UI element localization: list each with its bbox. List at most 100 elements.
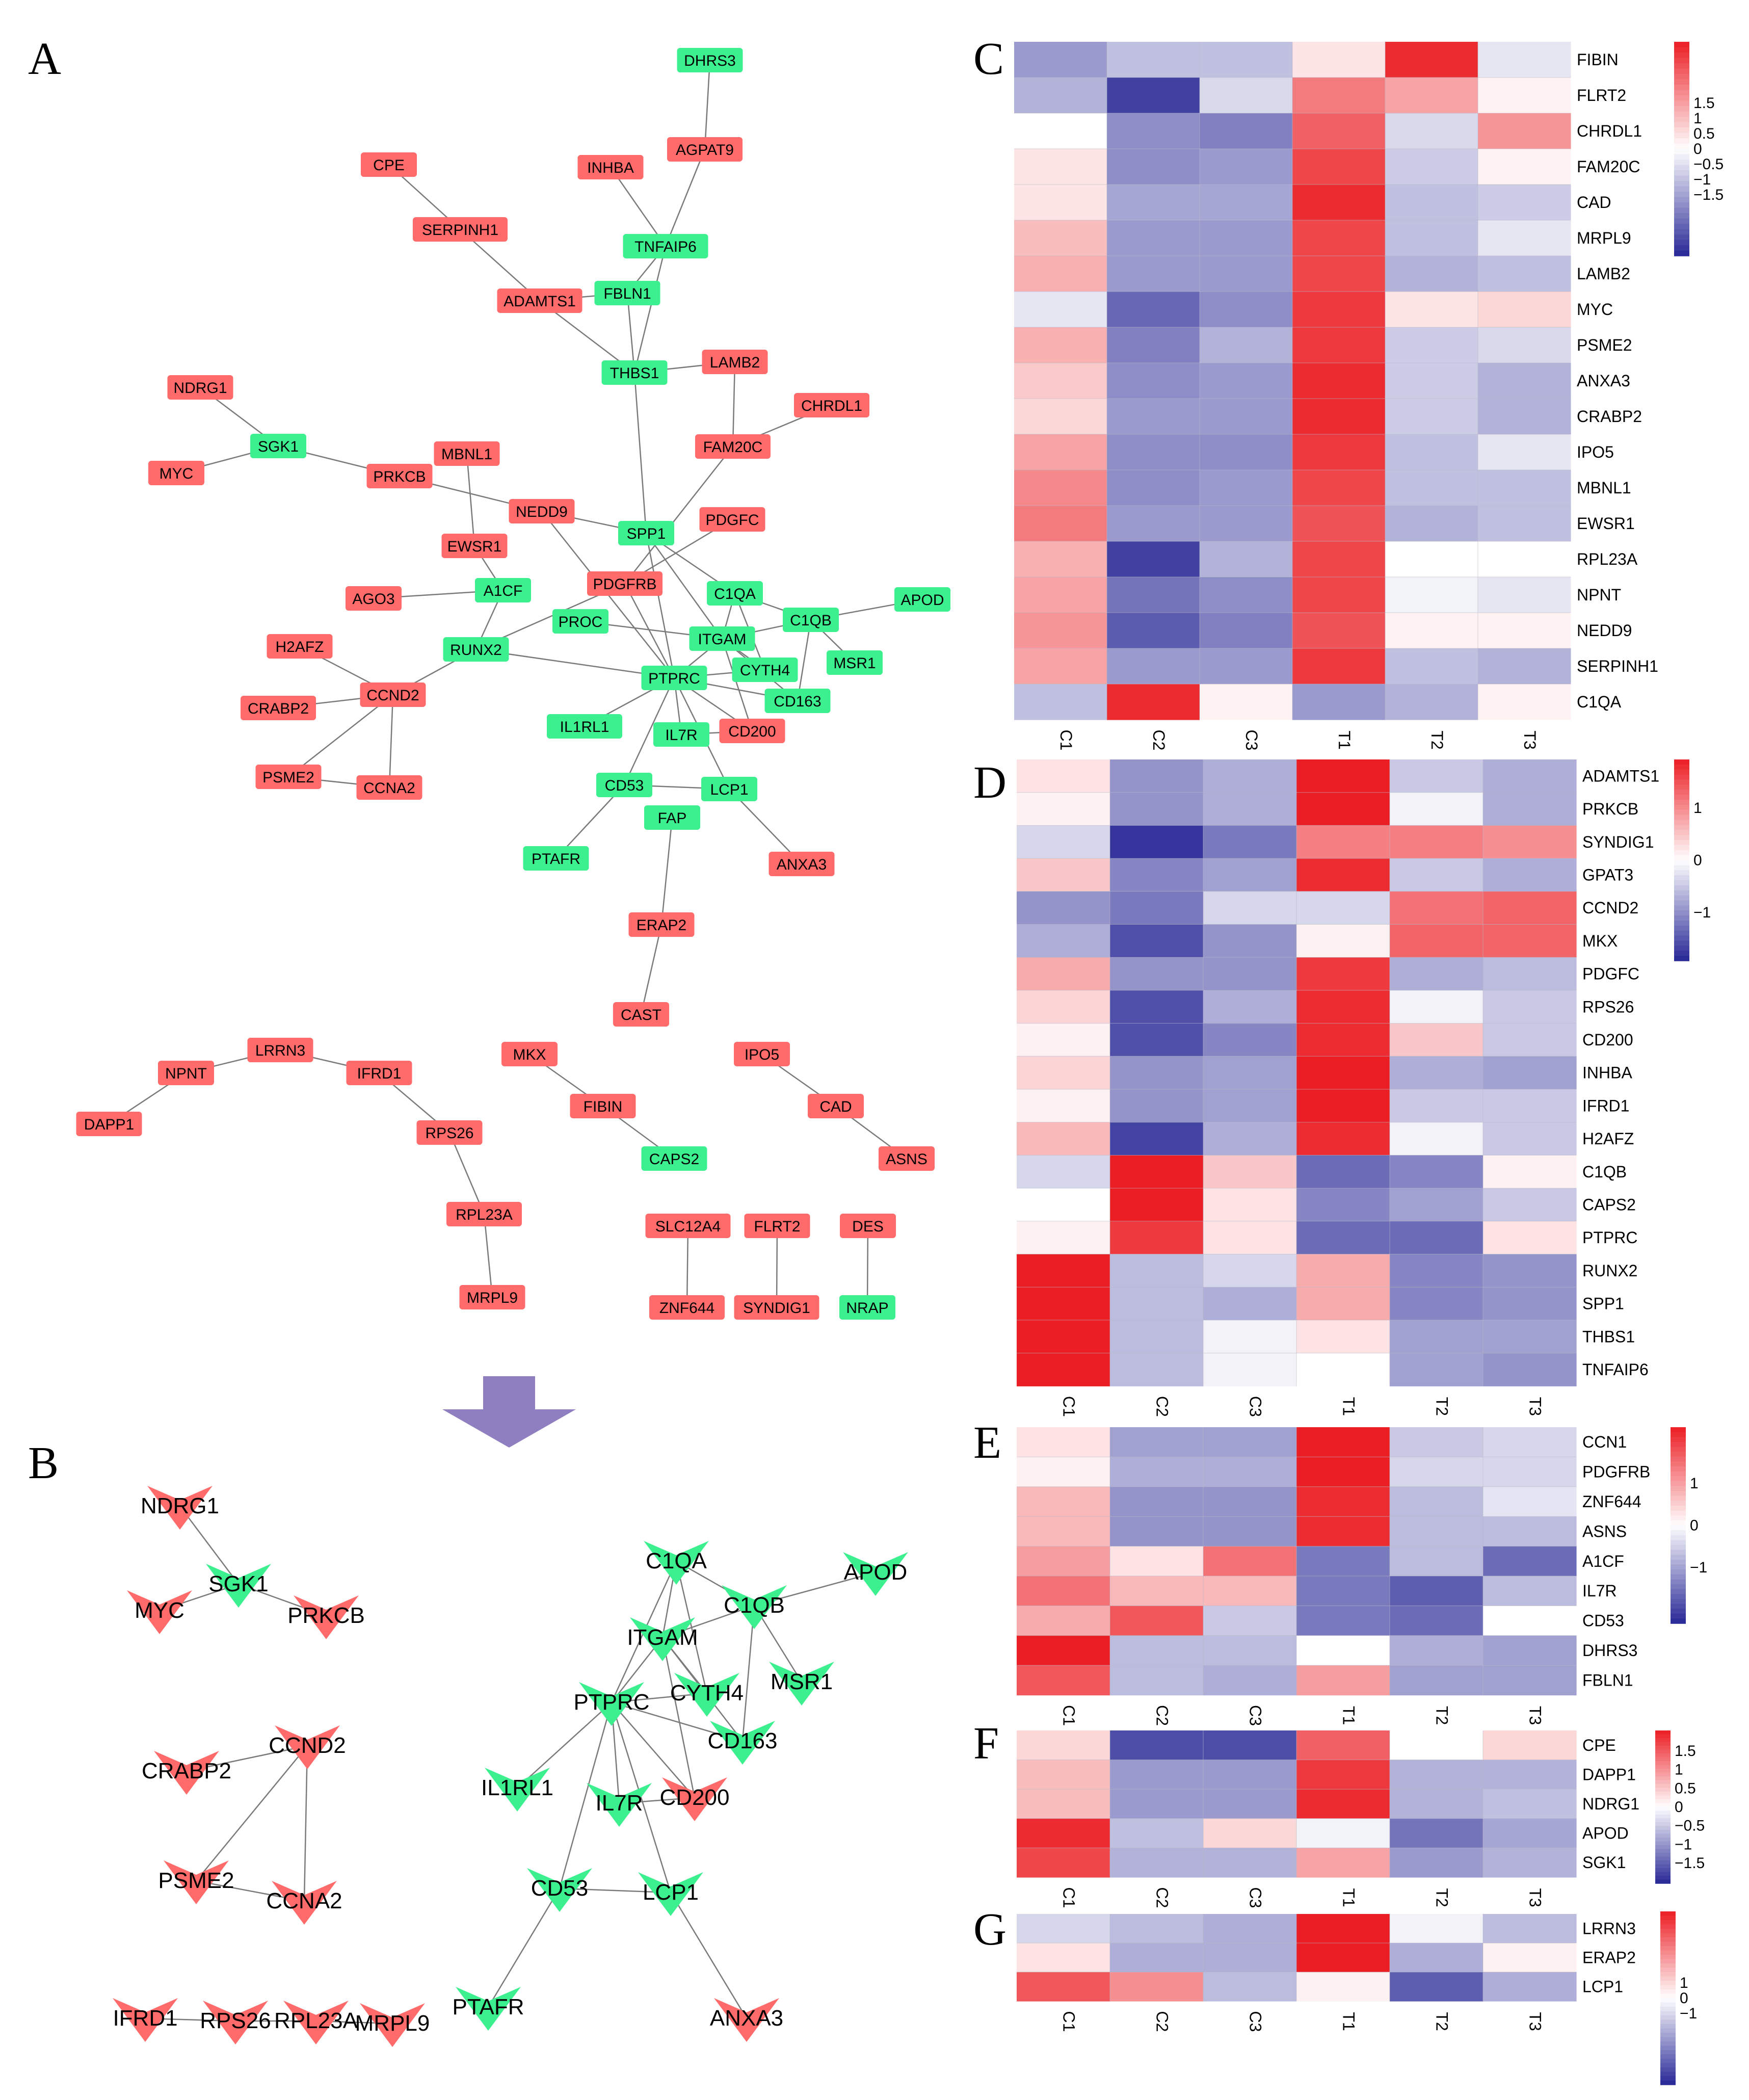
node-a-box-h2afz <box>267 634 333 659</box>
panel-label-b: B <box>28 1438 59 1488</box>
row-label-f-apod: APOD <box>1582 1824 1629 1843</box>
col-label-g-t1: T1 <box>1340 2012 1358 2031</box>
heat-cell-d-cd200-c2 <box>1110 1023 1204 1057</box>
node-a-pdgfrb: PDGFRB <box>587 571 662 596</box>
heat-cell-f-cpe-t3 <box>1483 1730 1577 1761</box>
edge-b-ccnd2-psme2 <box>196 1745 308 1881</box>
heat-cell-c-crabp2-t1 <box>1292 399 1386 435</box>
node-a-box-dhrs3 <box>677 48 743 72</box>
node-a-box-tnfaip6 <box>623 234 708 258</box>
legend-bar-step-d <box>1674 885 1689 891</box>
legend-tick-c: 1 <box>1693 110 1702 127</box>
heat-cell-c-nedd9-t3 <box>1478 613 1571 649</box>
node-a-box-serpinh1 <box>413 217 508 242</box>
heat-cell-d-tnfaip6-c2 <box>1110 1353 1204 1386</box>
node-a-box-prkcb <box>366 464 433 488</box>
node-b-ptafr: PTAFR <box>453 1987 524 2031</box>
heat-cell-e-asns-t2 <box>1390 1516 1483 1547</box>
node-a-box-fap <box>644 805 700 830</box>
legend-bar-step-f <box>1655 1876 1671 1880</box>
node-a-label-cad: CAD <box>819 1098 852 1115</box>
node-b-lcp1: LCP1 <box>638 1872 703 1916</box>
heat-cell-d-ccnd2-t1 <box>1296 891 1390 925</box>
node-a-box-cpe <box>361 152 417 177</box>
node-a-label-mbnl1: MBNL1 <box>441 446 492 463</box>
heat-cell-e-znf644-c2 <box>1110 1486 1204 1517</box>
node-a-ifrd1: IFRD1 <box>346 1061 412 1085</box>
node-b-shape-myc <box>127 1590 192 1634</box>
heatmap-layer: FIBIN FLRT2 CHRDL1 FAM20C CAD MRPL9 LAMB2 MYC PS… <box>1014 42 1724 2085</box>
node-b-label-sgk1: SGK1 <box>208 1571 268 1596</box>
edge-a-c1qb-cd163 <box>797 619 812 701</box>
legend-bar-step-c <box>1674 42 1689 48</box>
heat-cell-c-myc-c3 <box>1200 292 1293 328</box>
edge-b-ndrg1-sgk1 <box>179 1506 239 1585</box>
heat-cell-d-rps26-t3 <box>1483 990 1577 1024</box>
node-a-msr1: MSR1 <box>827 650 883 675</box>
edge-b-c1qb-cd163 <box>741 1605 755 1742</box>
heat-cell-e-znf644-t3 <box>1483 1486 1577 1517</box>
node-b-label-cyth4: CYTH4 <box>670 1681 744 1705</box>
node-a-label-lrrn3: LRRN3 <box>255 1042 305 1059</box>
heat-cell-c-npnt-t2 <box>1385 577 1478 613</box>
heat-cell-f-cpe-t1 <box>1296 1730 1390 1761</box>
node-b-mrpl9: MRPL9 <box>355 2003 430 2047</box>
legend-bar-step-e <box>1671 1555 1686 1560</box>
node-a-dapp1: DAPP1 <box>76 1112 142 1136</box>
node-a-box-inhba <box>577 155 644 179</box>
node-a-prkcb: PRKCB <box>366 464 433 488</box>
legend-tick-e: 0 <box>1690 1517 1699 1534</box>
heat-cell-c-mbnl1-t3 <box>1478 470 1571 506</box>
node-a-box-myc <box>148 461 204 485</box>
col-label-e-t1: T1 <box>1340 1706 1358 1725</box>
heat-cell-d-ccnd2-c3 <box>1203 891 1297 925</box>
node-a-caps2: CAPS2 <box>641 1146 707 1171</box>
heat-cell-c-nedd9-c3 <box>1200 613 1293 649</box>
heat-cell-d-inhba-c3 <box>1203 1056 1297 1090</box>
node-a-label-mkx: MKX <box>513 1046 546 1063</box>
heat-cell-g-lcp1-t3 <box>1483 1972 1577 2002</box>
heat-cell-c-nedd9-t2 <box>1385 613 1478 649</box>
legend-bar-step-c <box>1674 240 1689 246</box>
heat-cell-e-il7r-c2 <box>1110 1576 1204 1606</box>
heat-cell-e-fbln1-c3 <box>1203 1665 1297 1696</box>
heat-cell-g-erap2-c3 <box>1203 1943 1297 1973</box>
col-label-f-t1: T1 <box>1340 1888 1358 1907</box>
node-b-label-myc: MYC <box>135 1598 184 1623</box>
heat-cell-e-ccn1-c3 <box>1203 1427 1297 1457</box>
legend-tick-d: −1 <box>1693 904 1711 921</box>
heat-cell-e-dhrs3-t2 <box>1390 1635 1483 1666</box>
heat-cell-d-spp1-c3 <box>1203 1287 1297 1321</box>
legend-bar-step-c <box>1674 100 1689 107</box>
legend-bar-step-d <box>1674 905 1689 911</box>
edge-a-ccnd2-psme2 <box>288 694 393 777</box>
node-b-shape-apod <box>843 1552 908 1596</box>
node-a-box-ipo5 <box>734 1042 790 1066</box>
heat-cell-d-rps26-t1 <box>1296 990 1390 1024</box>
legend-bar-step-d <box>1674 951 1689 956</box>
node-b-label-ptafr: PTAFR <box>453 1994 524 2019</box>
heat-cell-e-ccn1-t3 <box>1483 1427 1577 1457</box>
legend-bar-step-g <box>1660 1989 1676 1994</box>
node-b-ccnd2: CCND2 <box>269 1725 346 1769</box>
heat-cell-c-rpl23a-t2 <box>1385 541 1478 578</box>
heat-cell-d-caps2-t3 <box>1483 1188 1577 1222</box>
heat-cell-d-c1qb-c3 <box>1203 1155 1297 1189</box>
legend-tick-f: 0.5 <box>1675 1780 1696 1797</box>
heat-cell-d-adamts1-t2 <box>1390 759 1483 793</box>
heat-cell-c-lamb2-c3 <box>1200 256 1293 292</box>
node-a-box-ccna2 <box>356 775 422 800</box>
edge-a-ptprc-runx2 <box>475 648 675 679</box>
node-a-box-adamts1 <box>497 288 582 313</box>
legend-bar-step-f <box>1655 1799 1671 1804</box>
node-a-fam20c: FAM20C <box>695 434 771 459</box>
col-label-g-c1: C1 <box>1060 2011 1078 2032</box>
node-b-il1rl1: IL1RL1 <box>481 1768 553 1812</box>
legend-bar-step-c <box>1674 207 1689 214</box>
row-label-d-mkx: MKX <box>1582 932 1618 950</box>
node-b-shape-anxa3 <box>714 1998 779 2042</box>
node-a-flrt2: FLRT2 <box>744 1214 810 1238</box>
heat-cell-d-cd200-c3 <box>1203 1023 1297 1057</box>
heatmap-c: FIBIN FLRT2 CHRDL1 FAM20C CAD MRPL9 LAMB2 MYC PS… <box>1014 42 1724 750</box>
node-a-box-nrap <box>839 1295 895 1320</box>
